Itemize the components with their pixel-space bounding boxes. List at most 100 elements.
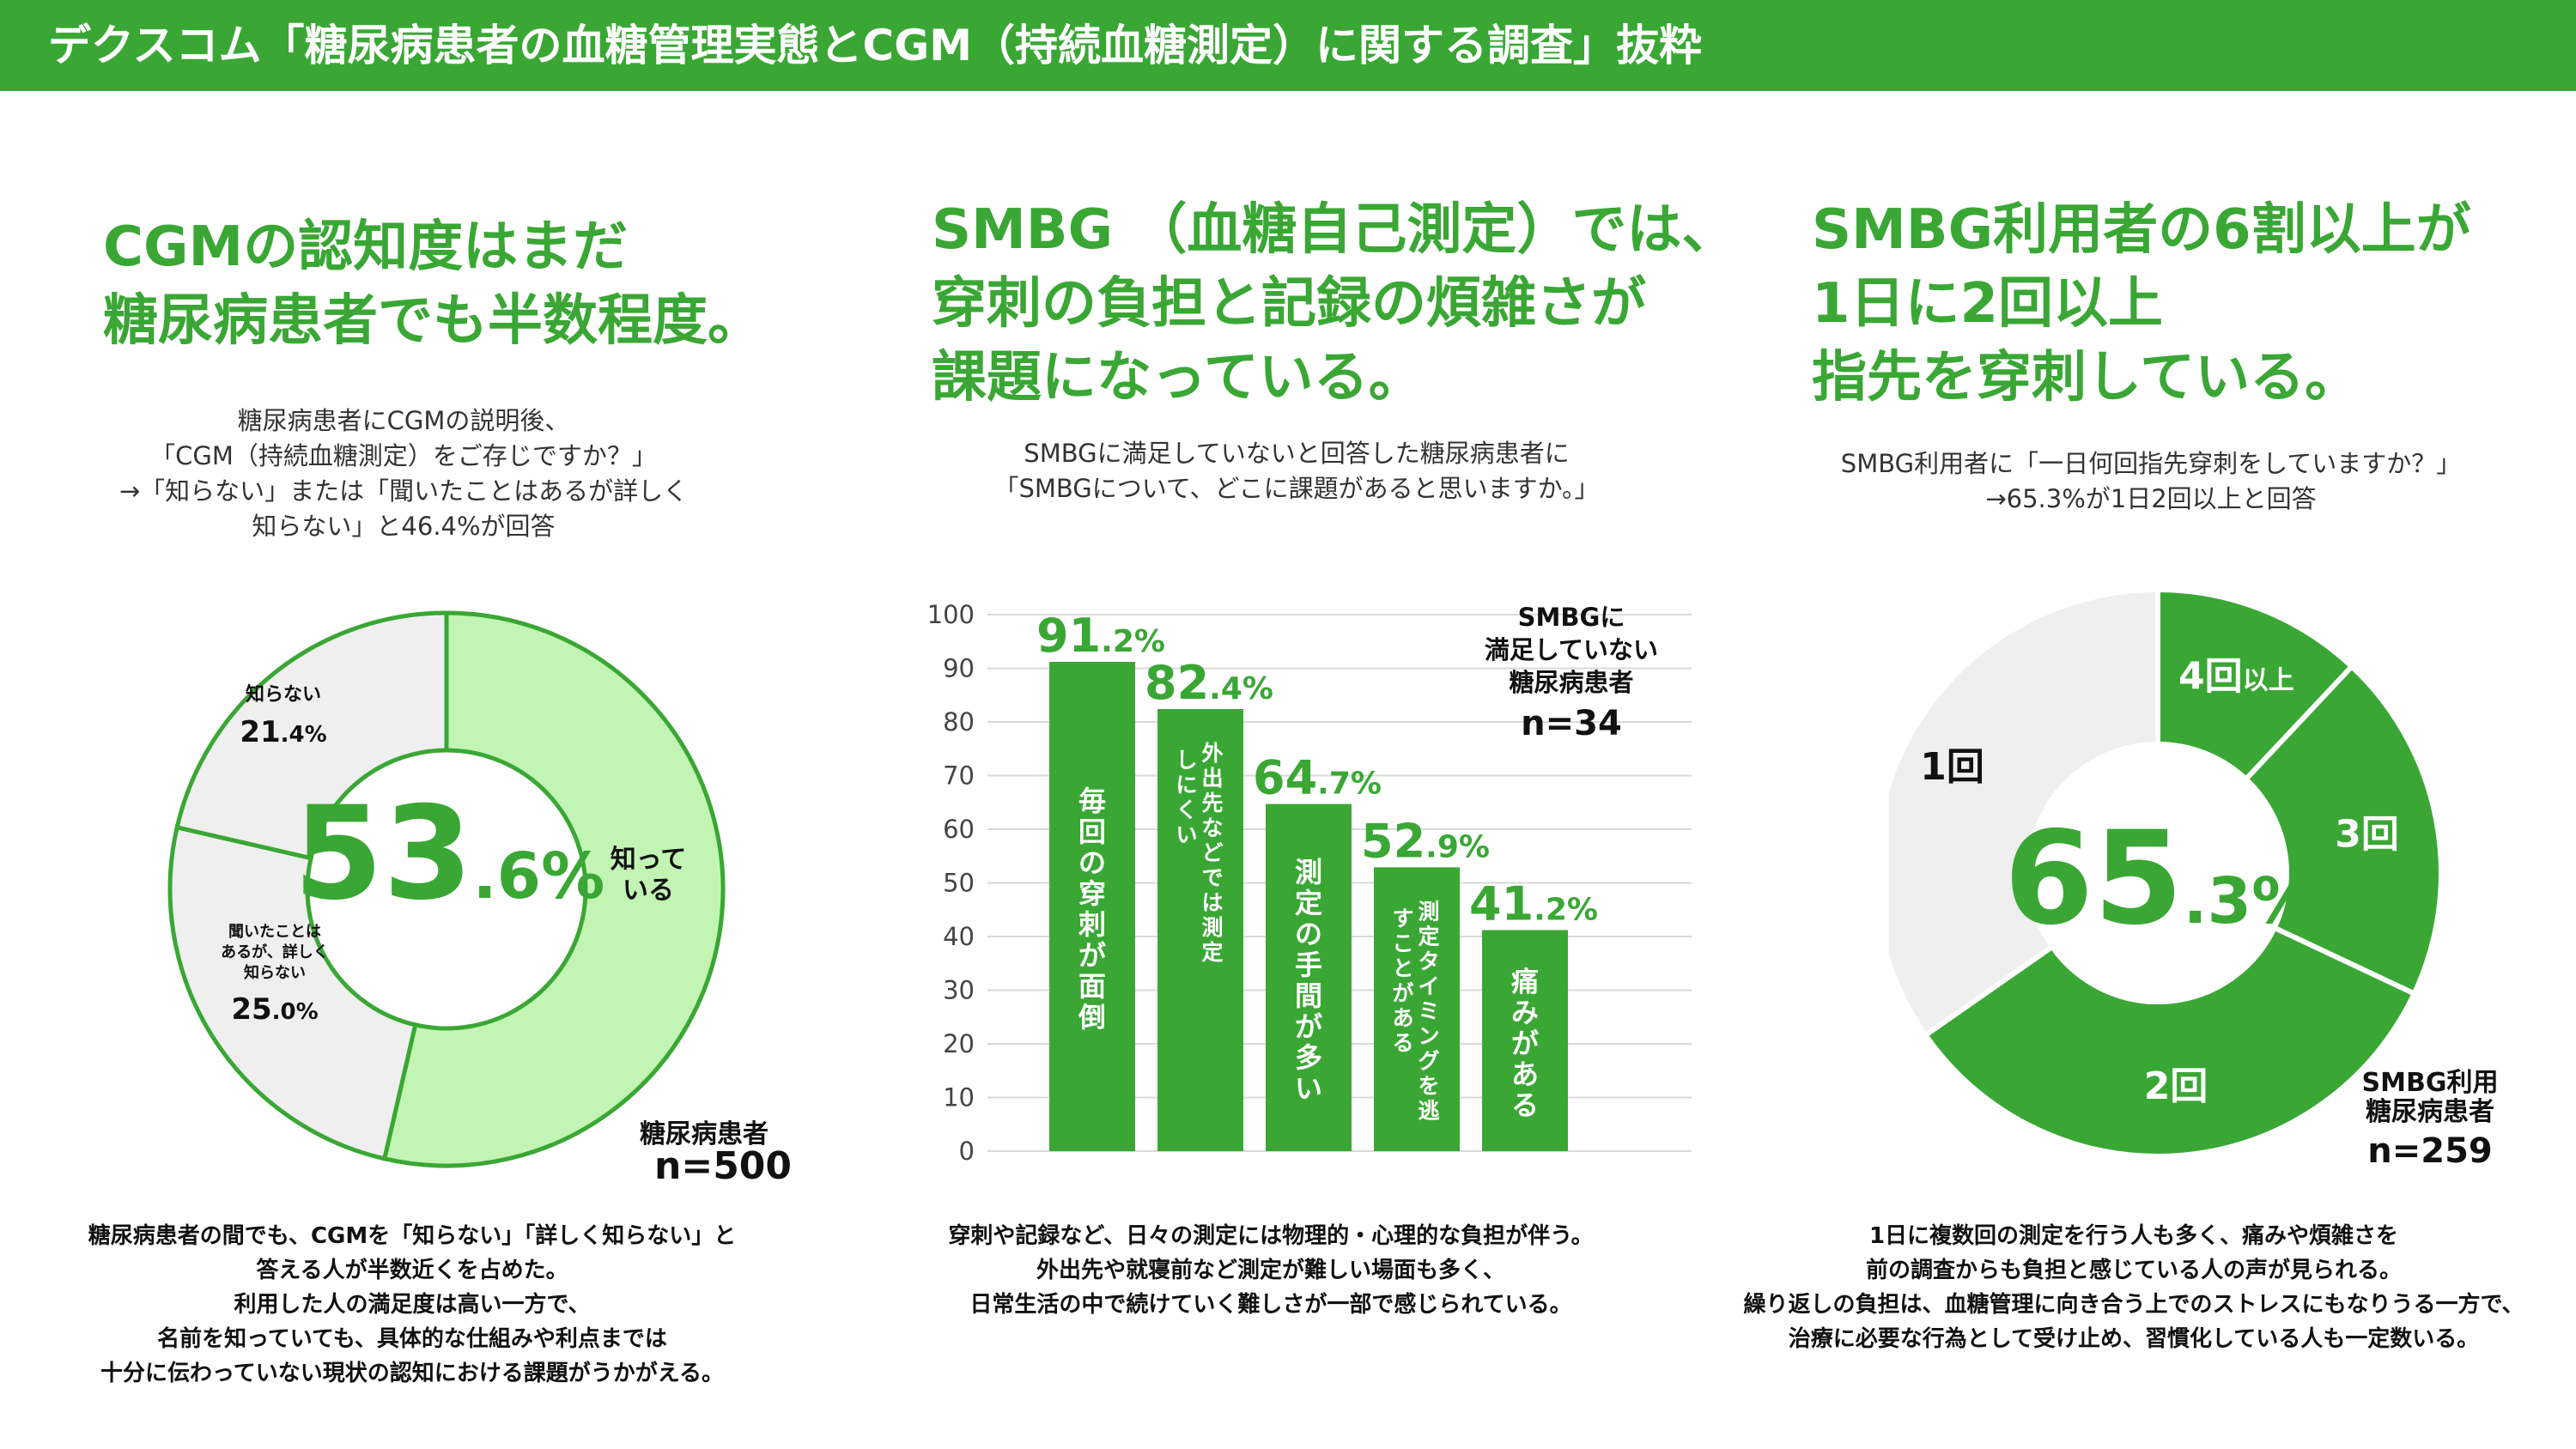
bar-label-char: 手 (1295, 949, 1322, 981)
bar-label-char: あ (1392, 1005, 1413, 1030)
bar-label-char: タ (1418, 949, 1439, 973)
bar-value-small: .7% (1317, 767, 1382, 802)
panel3-sample-n: n=259 (2367, 1131, 2493, 1171)
bar-3 (1374, 867, 1460, 1151)
panel2-headline: SMBG （血糖自己測定）では、 穿刺の負担と記録の煩雑さが 課題になっている。 (932, 198, 1737, 409)
bar-label-char: ど (1201, 840, 1223, 865)
bar-label-char: る (1511, 1088, 1539, 1121)
donut1-center-big: 53 (294, 779, 473, 929)
fingerstick-frequency-donut: 4回以上 3回 2回 1回 65.3% (1889, 586, 2444, 1159)
bar-category-label-2: 測定の手間が多い (1295, 856, 1322, 1105)
donut1-label-line: あるが、詳しく (221, 943, 329, 961)
donut1-label-line: 知って (611, 845, 687, 875)
bar-value-big: 82 (1145, 656, 1209, 710)
panel1-question: 糖尿病患者にCGMの説明後、 「CGM（持続血糖測定）をご存じですか？」 →「知… (118, 406, 689, 541)
y-tick-label: 10 (943, 1083, 975, 1113)
panel1-headline: CGMの認知度はまだ 糖尿病患者でも半数程度。 (103, 215, 762, 353)
bar-label-char: の (1295, 918, 1322, 950)
bar-2 (1266, 803, 1352, 1151)
panel1-summary: 糖尿病患者の間でも、CGMを「知らない」「詳しく知らない」と 答える人が半数近く… (88, 1223, 737, 1386)
bar-label-char: 逃 (1418, 1098, 1439, 1123)
donut2-label-1: 3回 (2335, 813, 2399, 857)
panel3-question: SMBG利用者に「一日何回指先穿刺をしていますか？」 →65.3%が1日2回以上… (1840, 449, 2462, 513)
donut1-value-2: 21.4% (240, 715, 326, 749)
donut2-label-small: 以上 (2243, 665, 2294, 695)
donut1-label-2: 知らない (246, 683, 321, 706)
bar-label-char: い (1176, 822, 1197, 847)
bar-label-char: 先 (1201, 791, 1223, 815)
bar-label-char: ン (1418, 1023, 1439, 1048)
donut1-label-0: 知っている (611, 845, 687, 906)
bar-label-char: 倒 (1078, 1001, 1106, 1034)
bar-category-label-0: 毎回の穿刺が面倒 (1078, 785, 1106, 1034)
page-title: デクスコム「糖尿病患者の血糖管理実態とCGM（持続血糖測定）に関する調査」抜粋 (48, 21, 1702, 70)
donut1-center-value: 53.6% (294, 779, 605, 929)
donut2-center-big: 65 (2004, 804, 2184, 954)
bar-label-char: 測 (1418, 899, 1439, 924)
bar-label-char: な (1201, 815, 1223, 840)
bar-value-big: 52 (1361, 814, 1425, 868)
bar-value-big: 41 (1469, 877, 1534, 931)
bar-category-label-1: 外出先などでは測定 しにくい (1176, 741, 1223, 965)
panel2-sample-label: SMBGに 満足していない 糖尿病患者 (1484, 603, 1659, 697)
donut1-label-1: 聞いたことはあるが、詳しく知らない (221, 923, 329, 982)
bar-label-char: が (1295, 1010, 1322, 1043)
bar-value-label-2: 64.7% (1253, 751, 1382, 805)
bar-value-big: 91 (1036, 609, 1101, 663)
bar-label-char: 回 (1078, 815, 1106, 848)
bar-0 (1049, 662, 1135, 1151)
header-bar: デクスコム「糖尿病患者の血糖管理実態とCGM（持続血糖測定）に関する調査」抜粋 (0, 0, 2576, 91)
bar-category-label-3: 測定タイミングを逃 すことがある (1392, 899, 1439, 1123)
bar-label-char: 出 (1201, 766, 1223, 791)
donut1-label-line: 聞いたことは (228, 923, 321, 941)
bar-label-char: に (1176, 773, 1197, 797)
donut1-label-line: いる (623, 876, 674, 906)
donut1-value-big: 21 (240, 715, 280, 749)
bar-value-small: .2% (1534, 893, 1598, 928)
bar-value-big: 64 (1253, 751, 1317, 805)
donut2-label-big: 2回 (2144, 1064, 2208, 1108)
bar-label-char: 測 (1201, 915, 1223, 940)
bar-value-label-3: 52.9% (1361, 814, 1490, 868)
y-tick-label: 70 (943, 761, 975, 791)
bar-label-char: る (1392, 1030, 1413, 1055)
bar-label-char: と (1392, 955, 1413, 980)
donut2-label-0: 4回以上 (2178, 654, 2294, 698)
bar-label-char: 毎 (1078, 785, 1106, 817)
bar-1 (1157, 709, 1243, 1151)
bar-label-char: い (1295, 1072, 1322, 1105)
bar-value-small: .4% (1209, 671, 1273, 706)
bar-label-char: 外 (1201, 741, 1223, 766)
donut2-slice-3 (1889, 586, 2160, 1040)
panel3-summary: 1日に複数回の測定を行う人も多く、痛みや煩雑さを 前の調査からも負担と感じている… (1743, 1223, 2524, 1352)
y-tick-label: 30 (943, 976, 975, 1005)
bar-label-char: が (1078, 939, 1106, 972)
panel3-headline: SMBG利用者の6割以上が 1日に2回以上 指先を穿刺している。 (1812, 198, 2471, 409)
bar-value-small: .9% (1425, 829, 1490, 864)
donut2-center-small: .3% (2184, 864, 2316, 938)
bar-value-label-0: 91.2% (1036, 609, 1165, 663)
donut2-slice-2 (1922, 924, 2418, 1159)
donut2-label-big: 1回 (1920, 745, 1984, 789)
bar-value-label-4: 41.2% (1469, 877, 1598, 931)
bar-label-char: は (1201, 890, 1223, 915)
bar-label-char: が (1392, 980, 1413, 1005)
donut1-center-small: .6% (473, 840, 605, 913)
y-tick-label: 80 (943, 707, 975, 737)
bar-label-char: の (1078, 846, 1106, 879)
donut2-slice-0 (2155, 586, 2356, 783)
y-tick-label: 0 (959, 1137, 975, 1166)
donut2-label-2: 2回 (2144, 1064, 2208, 1108)
panel2-summary: 穿刺や記録など、日々の測定には物理的・心理的な負担が伴う。 外出先や就寝前など測… (948, 1223, 1594, 1318)
bar-label-char: 測 (1295, 856, 1322, 888)
bar-label-char: 痛 (1511, 965, 1539, 997)
donut1-slice-1 (167, 824, 418, 1161)
bar-label-char: す (1392, 906, 1413, 931)
bar-label-char: が (1511, 1027, 1539, 1059)
donut2-center-value: 65.3% (2004, 804, 2316, 954)
bar-label-char: こ (1392, 931, 1413, 955)
bar-label-char: 定 (1418, 924, 1439, 949)
bar-label-char: し (1176, 748, 1197, 773)
panel3-sample-label: SMBG利用 糖尿病患者 (2361, 1068, 2499, 1127)
